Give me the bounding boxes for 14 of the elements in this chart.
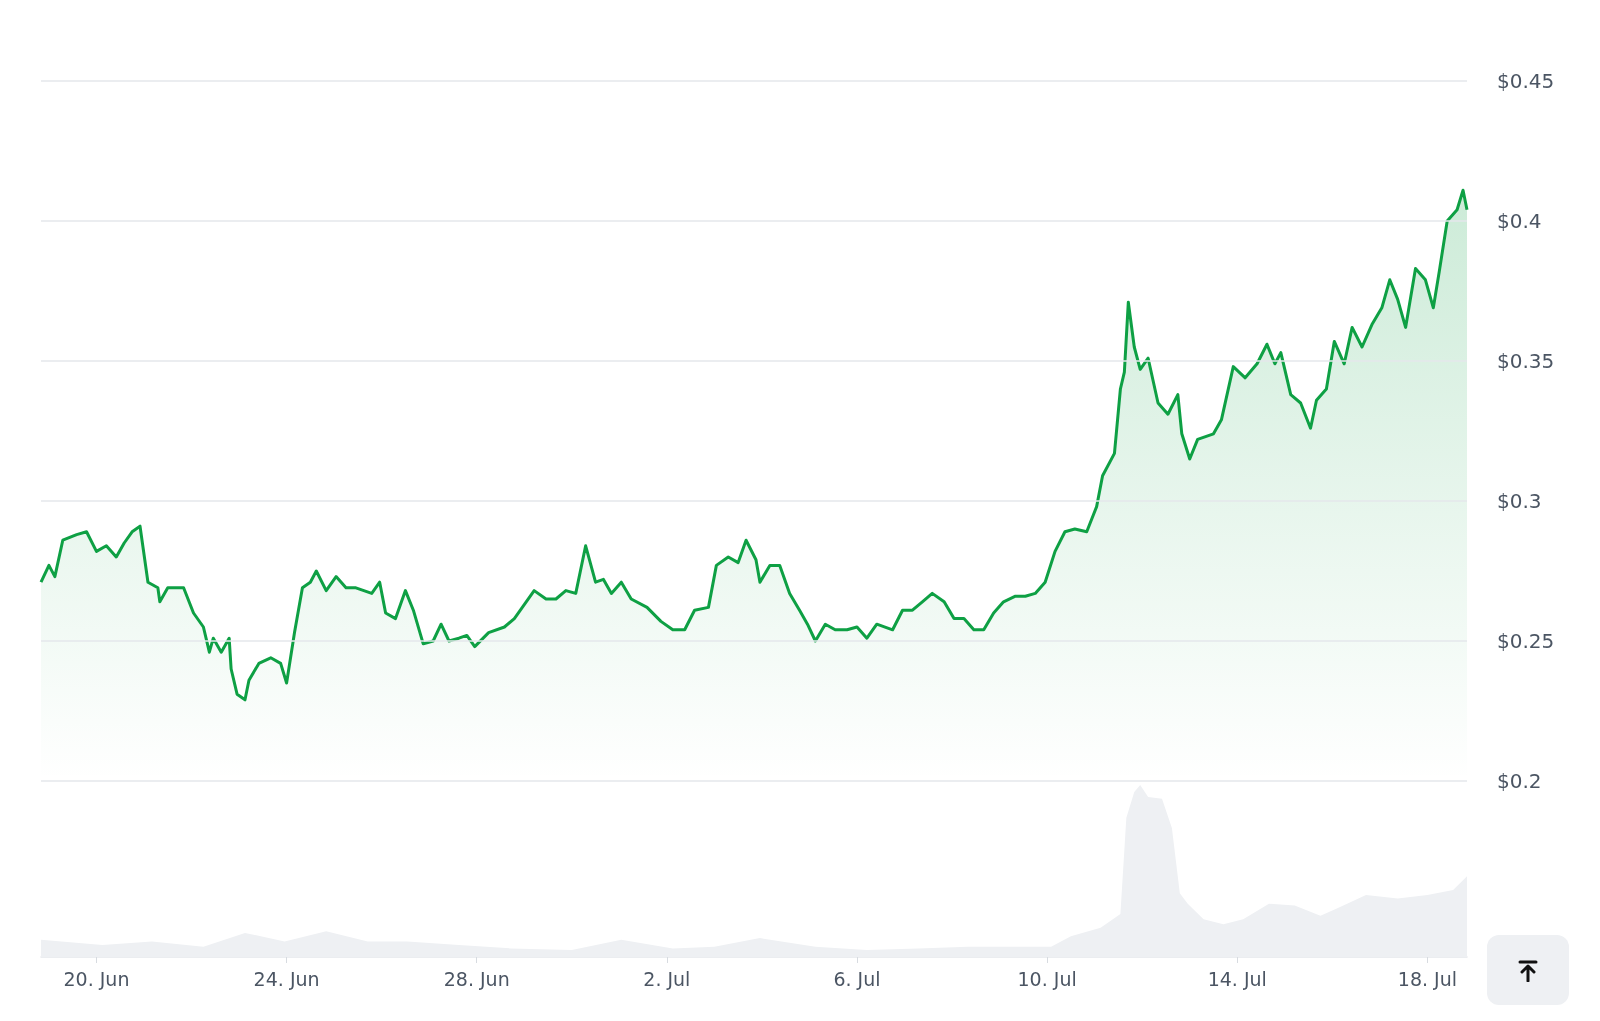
y-tick-label: $0.2 [1497,769,1542,793]
x-tick-label: 2. Jul [643,967,691,990]
y-tick-label: $0.35 [1497,349,1555,373]
y-tick-label: $0.45 [1497,69,1555,93]
y-tick-label: $0.4 [1497,209,1542,233]
y-tick-label: $0.25 [1497,629,1555,653]
x-tick-label: 28. Jun [443,967,510,990]
x-tick-label: 6. Jul [833,967,881,990]
x-tick-label: 18. Jul [1397,967,1457,990]
x-tick-label: 14. Jul [1207,967,1267,990]
y-tick-label: $0.3 [1497,489,1542,513]
x-tick-label: 10. Jul [1017,967,1077,990]
x-tick-label: 20. Jun [63,967,130,990]
x-tick-label: 24. Jun [253,967,320,990]
